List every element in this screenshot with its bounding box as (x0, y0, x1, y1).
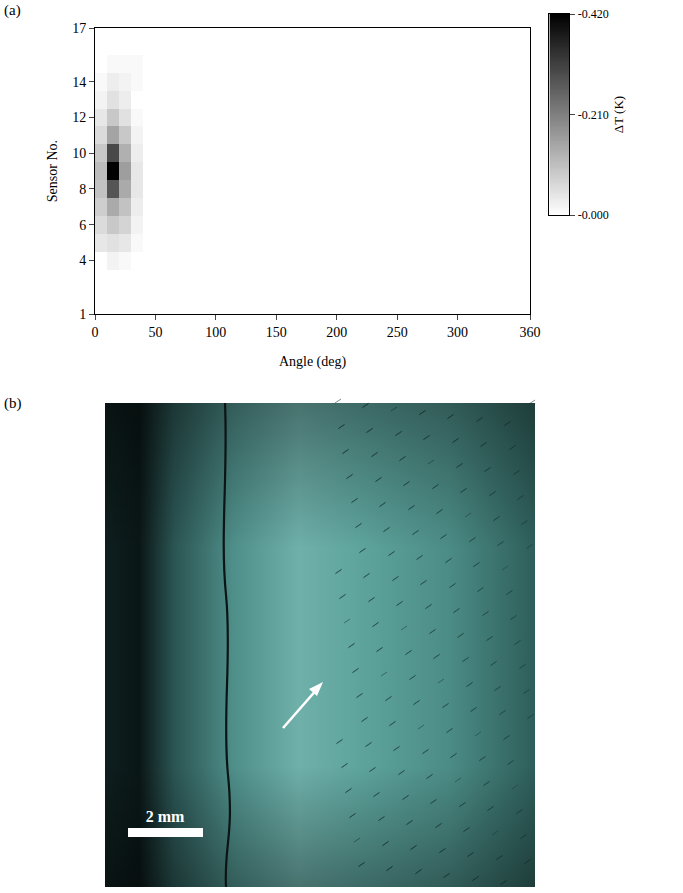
svg-text:8: 8 (79, 182, 86, 197)
svg-text:2 mm: 2 mm (146, 808, 185, 825)
svg-text:Angle (deg): Angle (deg) (279, 354, 347, 370)
svg-text:10: 10 (72, 146, 86, 161)
svg-text:50: 50 (148, 325, 162, 340)
svg-text:1: 1 (79, 307, 86, 322)
svg-text:17: 17 (72, 21, 86, 36)
svg-text:6: 6 (79, 218, 86, 233)
svg-text:-0.210: -0.210 (578, 108, 609, 122)
svg-text:150: 150 (266, 325, 287, 340)
svg-text:14: 14 (72, 75, 86, 90)
svg-text:12: 12 (72, 110, 86, 125)
svg-text:200: 200 (326, 325, 347, 340)
svg-text:360: 360 (520, 325, 541, 340)
svg-text:-0.000: -0.000 (578, 208, 609, 222)
svg-text:100: 100 (205, 325, 226, 340)
svg-text:0: 0 (92, 325, 99, 340)
svg-text:Sensor No.: Sensor No. (45, 140, 60, 202)
svg-text:4: 4 (79, 253, 86, 268)
svg-text:300: 300 (447, 325, 468, 340)
svg-text:-0.420: -0.420 (578, 7, 609, 21)
html-text:(a): (a) (4, 2, 21, 18)
svg-text:ΔT (K): ΔT (K) (611, 96, 626, 133)
html-text:(b): (b) (4, 395, 22, 411)
svg-text:250: 250 (387, 325, 408, 340)
